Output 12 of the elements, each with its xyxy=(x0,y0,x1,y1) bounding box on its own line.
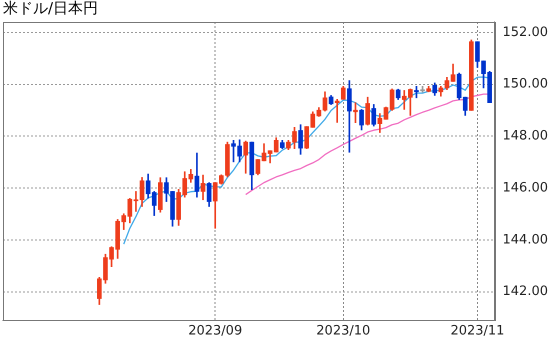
y-tick-label: 144.00 xyxy=(502,232,548,248)
x-tick-label: 2023/09 xyxy=(188,324,242,339)
candlestick xyxy=(353,102,358,124)
y-tick-label: 148.00 xyxy=(502,128,548,144)
candlestick xyxy=(414,86,419,98)
x-tick-label: 2023/10 xyxy=(316,324,370,339)
y-tick-label: 152.00 xyxy=(502,24,548,40)
y-tick-label: 150.00 xyxy=(502,76,548,92)
x-tick-label: 2023/11 xyxy=(450,324,504,339)
chart-title: 米ドル/日本円 xyxy=(3,0,98,17)
y-tick-label: 142.00 xyxy=(502,284,548,300)
y-tick-label: 146.00 xyxy=(502,180,548,196)
